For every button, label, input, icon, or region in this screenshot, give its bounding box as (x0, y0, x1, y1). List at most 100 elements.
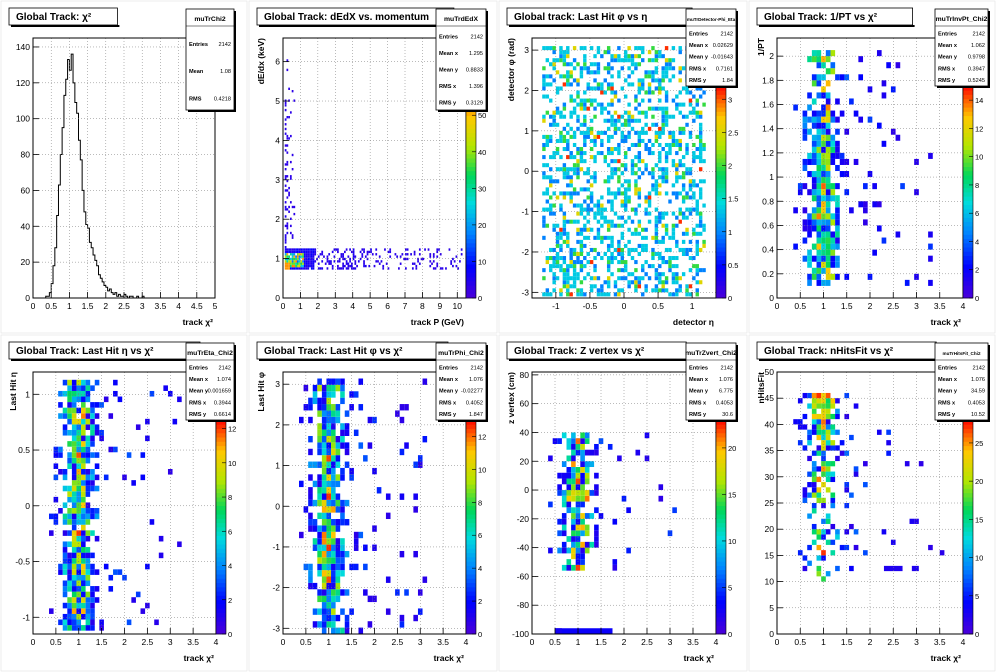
heatmap-cell (310, 255, 313, 258)
heatmap-cell (557, 490, 562, 496)
heatmap-cell (566, 130, 570, 135)
heatmap-cell (580, 513, 585, 519)
heatmap-cell (589, 490, 595, 496)
heatmap-cell (319, 267, 322, 270)
heatmap-cell (309, 264, 311, 268)
heatmap-cell (844, 503, 850, 509)
heatmap-cell (552, 118, 556, 123)
heatmap-cell (71, 580, 77, 587)
heatmap-cell (596, 235, 601, 240)
x-tick-label: 2 (315, 301, 320, 311)
heatmap-cell (309, 257, 311, 261)
heatmap-cell (566, 472, 572, 479)
heatmap-cell (569, 219, 573, 224)
heatmap-cell (654, 50, 659, 55)
heatmap-cell (839, 450, 845, 456)
heatmap-cell (610, 151, 614, 156)
heatmap-cell (284, 246, 287, 249)
heatmap-cell (340, 442, 345, 449)
heatmap-cell (821, 177, 826, 184)
heatmap-cell (647, 90, 652, 95)
heatmap-cell (566, 219, 570, 224)
heatmap-cell (647, 106, 652, 111)
heatmap-cell (583, 62, 587, 67)
heatmap-cell (542, 292, 546, 297)
heatmap-cell (688, 239, 693, 244)
heatmap-cell (825, 189, 831, 196)
heatmap-cell (644, 195, 648, 200)
heatmap-cell (548, 501, 553, 508)
heatmap-cell (71, 552, 77, 559)
heatmap-cell (289, 253, 292, 256)
heatmap-cell (549, 195, 553, 200)
heatmap-cell (664, 110, 669, 115)
x-tick-label: 4 (350, 301, 355, 311)
heatmap-cell (555, 58, 560, 63)
heatmap-cell (331, 506, 336, 513)
heatmap-cell (117, 396, 123, 403)
heatmap-cell (335, 506, 341, 513)
plot-area (793, 392, 945, 582)
heatmap-cell (641, 46, 645, 51)
heatmap-cell (361, 248, 364, 251)
heatmap-cell (549, 134, 553, 139)
heatmap-cell (637, 90, 642, 95)
stats-label: RMS x (689, 400, 707, 406)
heatmap-cell (62, 602, 68, 609)
heatmap-cell (85, 597, 91, 603)
heatmap-cell (664, 94, 669, 99)
heatmap-cell (572, 247, 577, 252)
heatmap-cell (617, 179, 621, 184)
y-tick-label: 60 (520, 399, 530, 409)
heatmap-cell (586, 86, 590, 91)
x-tick-label: 3.5 (934, 301, 946, 311)
y-tick-label: 20 (765, 524, 775, 534)
heatmap-cell (698, 134, 703, 139)
heatmap-cell (651, 247, 655, 252)
x-tick-label: 2 (103, 301, 108, 311)
heatmap-cell (688, 167, 693, 172)
heatmap-cell (549, 175, 553, 180)
heatmap-cell (872, 201, 877, 208)
heatmap-cell (135, 591, 141, 598)
heatmap-cell (331, 423, 336, 430)
chart-panel-6: Global Track: Last Hit φ vs χ²0 0.5 1 1.5 2 2… (248, 334, 498, 672)
heatmap-cell (302, 267, 304, 270)
stats-value: 0.3944 (214, 400, 231, 406)
colorbar-tick-label: 50 (478, 111, 486, 120)
stats-value: 1.84 (722, 78, 733, 84)
heatmap-cell (579, 288, 584, 293)
heatmap-cell (149, 519, 155, 525)
heatmap-cell (802, 158, 808, 165)
heatmap-cell (651, 256, 655, 261)
heatmap-cell (835, 534, 840, 540)
heatmap-cell (317, 397, 322, 405)
heatmap-cell (310, 253, 313, 256)
heatmap-cell (340, 429, 345, 436)
heatmap-cell (293, 212, 296, 216)
heatmap-cell (328, 253, 331, 256)
heatmap-cell (606, 235, 611, 240)
heatmap-cell (347, 267, 350, 270)
heatmap-cell (566, 292, 570, 297)
heatmap-cell (561, 524, 567, 531)
heatmap-cell (685, 251, 689, 257)
heatmap-cell (675, 163, 679, 168)
heatmap-cell (284, 132, 287, 135)
heatmap-cell (830, 413, 836, 420)
colorbar-tick-label: 20 (478, 221, 486, 230)
heatmap-cell (641, 78, 645, 83)
heatmap-cell (353, 391, 359, 398)
stats-value: 1.396 (469, 84, 483, 90)
heatmap-cell (67, 390, 72, 397)
heatmap-cell (288, 255, 290, 258)
heatmap-cell (303, 563, 309, 571)
heatmap-cell (584, 513, 590, 519)
heatmap-cell (62, 541, 68, 548)
heatmap-cell (354, 260, 357, 263)
heatmap-cell (593, 134, 597, 139)
